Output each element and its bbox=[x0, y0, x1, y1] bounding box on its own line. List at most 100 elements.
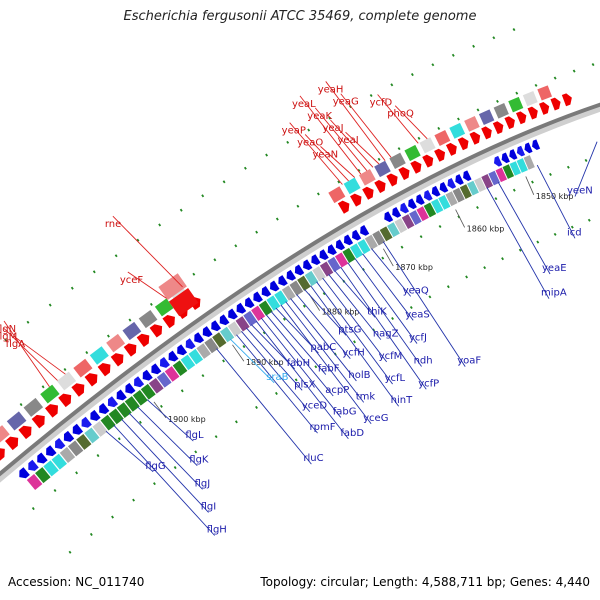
reverse-feature-box bbox=[0, 425, 10, 443]
forward-gene-arrow bbox=[509, 149, 518, 160]
reverse-feature-box bbox=[328, 186, 346, 204]
forward-gene-arrow bbox=[244, 297, 255, 308]
tick-dot bbox=[591, 63, 595, 67]
forward-feature-box bbox=[319, 261, 334, 277]
gene-reverse-label[interactable]: yeaI bbox=[338, 135, 359, 146]
forward-gene-arrow bbox=[211, 320, 222, 332]
reverse-gene-arrow bbox=[110, 353, 124, 367]
gene-forward-label[interactable]: ycfP bbox=[418, 378, 439, 389]
gene-reverse-label[interactable]: yeaH bbox=[318, 84, 344, 95]
forward-gene-arrow bbox=[19, 467, 30, 479]
gene-reverse-label[interactable]: rne bbox=[105, 219, 121, 230]
reverse-gene-arrow bbox=[97, 362, 111, 377]
forward-gene-arrow bbox=[303, 259, 313, 271]
tick-dot bbox=[214, 435, 218, 439]
gene-rna-label[interactable]: sraB bbox=[266, 372, 288, 383]
gene-forward-label[interactable]: yeeN bbox=[567, 186, 593, 197]
gene-reverse-label[interactable]: flgA bbox=[6, 339, 26, 350]
gene-forward-label[interactable]: rpmF bbox=[310, 422, 336, 433]
forward-feature-box bbox=[334, 252, 349, 268]
forward-feature-box bbox=[481, 173, 494, 189]
gene-forward-label[interactable]: hinT bbox=[391, 395, 413, 406]
gene-forward-label[interactable]: flgJ bbox=[195, 478, 211, 489]
gene-forward-label[interactable]: pabC bbox=[310, 342, 336, 353]
tick-dot bbox=[302, 304, 306, 308]
tick-dot bbox=[4, 338, 8, 342]
gene-reverse-leader bbox=[299, 95, 362, 175]
gene-forward-label[interactable]: fabG bbox=[333, 406, 357, 417]
forward-gene-arrow bbox=[311, 254, 321, 266]
gene-forward-label[interactable]: ptsG bbox=[338, 324, 361, 335]
gene-reverse-label[interactable]: yeaK bbox=[307, 111, 332, 122]
gene-forward-label[interactable]: fabD bbox=[340, 428, 364, 439]
label-leaders bbox=[3, 81, 598, 536]
gene-forward-label[interactable]: flgI bbox=[201, 501, 217, 512]
gene-forward-leader bbox=[280, 304, 372, 425]
gene-forward-label[interactable]: thiK bbox=[367, 306, 387, 317]
forward-gene-arrow bbox=[177, 344, 188, 356]
gene-forward-label[interactable]: rluC bbox=[303, 453, 323, 464]
tick-dot bbox=[377, 157, 381, 161]
gene-forward-label[interactable]: flgG bbox=[145, 461, 165, 472]
gene-forward-label[interactable]: icd bbox=[567, 227, 582, 238]
reverse-feature-box bbox=[404, 144, 421, 162]
gene-forward-label[interactable]: ycfL bbox=[385, 373, 406, 384]
gene-reverse-label[interactable]: flgN bbox=[0, 324, 16, 335]
reverse-gene-arrow bbox=[58, 393, 72, 408]
gene-forward-leader bbox=[275, 307, 319, 354]
gene-reverse-label[interactable]: yeaP bbox=[282, 126, 306, 137]
gene-reverse-label[interactable]: phoQ bbox=[387, 109, 414, 120]
gene-forward-label[interactable]: plsX bbox=[294, 379, 315, 390]
gene-forward-label[interactable]: yeaE bbox=[542, 263, 567, 274]
gene-forward-label[interactable]: flgL bbox=[185, 430, 204, 441]
gene-reverse-label[interactable]: ycfD bbox=[370, 98, 393, 109]
tick-dot bbox=[472, 44, 476, 48]
gene-reverse-leader bbox=[314, 107, 368, 171]
gene-forward-label[interactable]: yceG bbox=[363, 413, 388, 424]
gene-forward-leader bbox=[574, 141, 598, 197]
reverse-feature-box bbox=[106, 333, 126, 353]
forward-feature-box bbox=[430, 198, 444, 214]
tick-dot bbox=[275, 217, 279, 221]
gene-forward-label[interactable]: fabH bbox=[287, 358, 311, 369]
gene-forward-label[interactable]: holB bbox=[348, 370, 370, 381]
gene-forward-label[interactable]: fabF bbox=[318, 364, 340, 375]
gene-forward-label[interactable]: yoaF bbox=[457, 356, 481, 367]
gene-reverse-label[interactable]: yeaG bbox=[333, 97, 359, 108]
gene-reverse-label[interactable]: yeaJ bbox=[322, 123, 343, 134]
gene-forward-label[interactable]: ycfH bbox=[342, 348, 364, 359]
gene-forward-label[interactable]: ndh bbox=[414, 355, 433, 366]
gene-reverse-label[interactable]: yeaO bbox=[297, 137, 323, 148]
reverse-feature-box bbox=[537, 85, 553, 101]
gene-forward-label[interactable]: yeaQ bbox=[403, 285, 429, 296]
tick-dot bbox=[234, 244, 238, 248]
gene-forward-label[interactable]: acpP bbox=[325, 385, 349, 396]
gene-reverse-leader bbox=[3, 320, 50, 387]
forward-feature-box bbox=[204, 337, 219, 354]
kbp-label: 1900 kbp bbox=[168, 415, 206, 424]
forward-gene-arrow bbox=[343, 234, 354, 246]
gene-reverse-label[interactable]: flgM bbox=[0, 331, 17, 342]
gene-forward-label[interactable]: flgH bbox=[207, 525, 227, 536]
tick-dot bbox=[255, 405, 258, 409]
gene-forward-leader bbox=[362, 253, 414, 321]
gene-reverse-label[interactable]: yeaN bbox=[312, 149, 338, 160]
forward-feature-box bbox=[357, 239, 371, 255]
gene-forward-label[interactable]: flgK bbox=[189, 455, 209, 466]
gene-forward-label[interactable]: ycfM bbox=[379, 351, 403, 362]
gene-reverse-label[interactable]: yeaL bbox=[292, 99, 316, 110]
reverse-gene-arrow bbox=[561, 93, 572, 107]
tick-dot bbox=[438, 224, 442, 229]
gene-forward-leader bbox=[216, 348, 312, 465]
gene-forward-label[interactable]: ycfJ bbox=[409, 333, 427, 344]
gene-forward-leader bbox=[536, 164, 576, 239]
gene-forward-label[interactable]: mipA bbox=[541, 288, 567, 299]
gene-reverse-label[interactable]: yceF bbox=[120, 275, 144, 286]
gene-forward-label[interactable]: nagZ bbox=[373, 329, 399, 340]
gene-forward-label[interactable]: yceD bbox=[302, 401, 328, 412]
genome-backbone bbox=[0, 102, 600, 477]
gene-forward-label[interactable]: tmk bbox=[356, 391, 376, 402]
gene-forward-label[interactable]: yeaS bbox=[405, 309, 430, 320]
tick-dot bbox=[446, 285, 450, 289]
forward-feature-box bbox=[342, 247, 356, 263]
